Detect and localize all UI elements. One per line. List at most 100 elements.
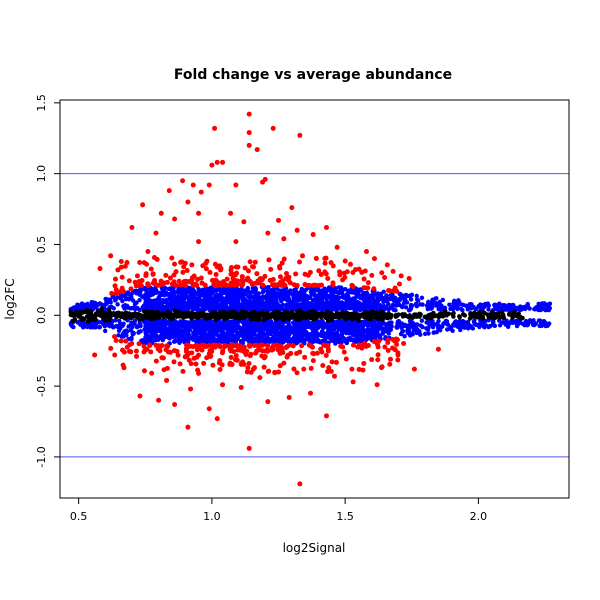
data-point: [245, 268, 251, 274]
data-point: [187, 343, 193, 349]
data-point: [82, 323, 87, 328]
data-point: [331, 306, 337, 311]
data-point: [265, 399, 271, 405]
data-point: [184, 267, 190, 273]
data-point: [139, 316, 145, 322]
data-point: [169, 255, 175, 261]
data-point: [327, 287, 333, 293]
data-point: [164, 377, 170, 383]
data-point: [244, 369, 250, 375]
data-point: [374, 382, 380, 388]
data-point: [311, 334, 317, 340]
data-point: [208, 301, 213, 306]
data-point: [437, 324, 442, 329]
data-point: [504, 307, 509, 312]
data-point: [322, 343, 328, 349]
data-point: [158, 324, 163, 329]
data-point: [157, 296, 162, 302]
data-point: [297, 132, 303, 138]
data-point: [199, 288, 205, 293]
data-point: [347, 289, 352, 295]
data-point: [360, 367, 366, 373]
data-point: [228, 271, 234, 277]
data-point: [434, 296, 439, 301]
data-point: [212, 344, 218, 350]
data-point: [143, 271, 149, 277]
data-point: [496, 307, 502, 313]
data-point: [254, 280, 260, 286]
data-point: [164, 319, 169, 325]
data-point: [179, 322, 184, 327]
data-point: [431, 313, 437, 318]
data-point: [143, 304, 149, 309]
data-point: [459, 324, 464, 330]
data-point: [112, 276, 118, 282]
data-point: [183, 303, 188, 308]
data-point: [239, 274, 245, 280]
data-point: [257, 375, 263, 381]
data-point: [295, 329, 300, 335]
data-point: [360, 292, 365, 298]
data-point: [146, 329, 152, 334]
data-point: [206, 406, 212, 412]
data-point: [120, 362, 126, 368]
data-point: [269, 345, 275, 351]
data-point: [379, 270, 385, 276]
data-point: [226, 305, 231, 311]
data-point: [546, 307, 552, 313]
data-point: [180, 368, 186, 374]
data-point: [119, 314, 124, 320]
data-point: [271, 294, 276, 299]
data-point: [353, 326, 359, 332]
data-point: [177, 361, 183, 367]
data-point: [326, 365, 332, 371]
data-point: [162, 285, 168, 291]
data-point: [174, 320, 180, 325]
data-point: [208, 328, 214, 334]
data-point: [198, 302, 204, 307]
data-point: [406, 315, 411, 320]
data-point: [212, 125, 218, 131]
data-point: [256, 345, 262, 351]
data-point: [450, 311, 456, 317]
data-point: [211, 338, 216, 343]
data-point: [108, 345, 114, 351]
data-point: [219, 350, 225, 356]
data-point: [241, 219, 247, 225]
data-point: [261, 287, 266, 292]
data-point: [68, 309, 74, 315]
data-point: [220, 327, 225, 332]
reference-lines: [60, 173, 569, 458]
data-point: [378, 365, 384, 371]
data-point: [301, 366, 307, 372]
data-point: [183, 346, 189, 352]
data-point: [324, 334, 329, 340]
data-point: [280, 278, 286, 284]
data-point: [247, 259, 253, 265]
data-point: [278, 337, 284, 343]
data-point: [430, 298, 436, 303]
data-point: [272, 369, 278, 375]
data-point: [227, 324, 232, 329]
data-point: [375, 294, 380, 300]
data-point: [335, 319, 341, 324]
data-point: [302, 354, 308, 360]
data-point: [152, 298, 157, 304]
data-point: [324, 296, 329, 302]
data-point: [218, 266, 224, 272]
data-point: [139, 293, 144, 299]
data-point: [340, 277, 346, 283]
data-point: [241, 337, 246, 342]
data-point: [493, 303, 498, 308]
data-point: [274, 320, 279, 326]
data-point: [134, 312, 140, 317]
data-point: [347, 261, 353, 267]
data-point: [271, 338, 276, 343]
data-point: [434, 303, 439, 308]
data-point: [160, 298, 166, 303]
data-point: [143, 339, 148, 345]
data-point: [198, 275, 204, 281]
data-point: [525, 321, 531, 327]
data-point: [108, 300, 113, 305]
data-point: [340, 344, 346, 350]
